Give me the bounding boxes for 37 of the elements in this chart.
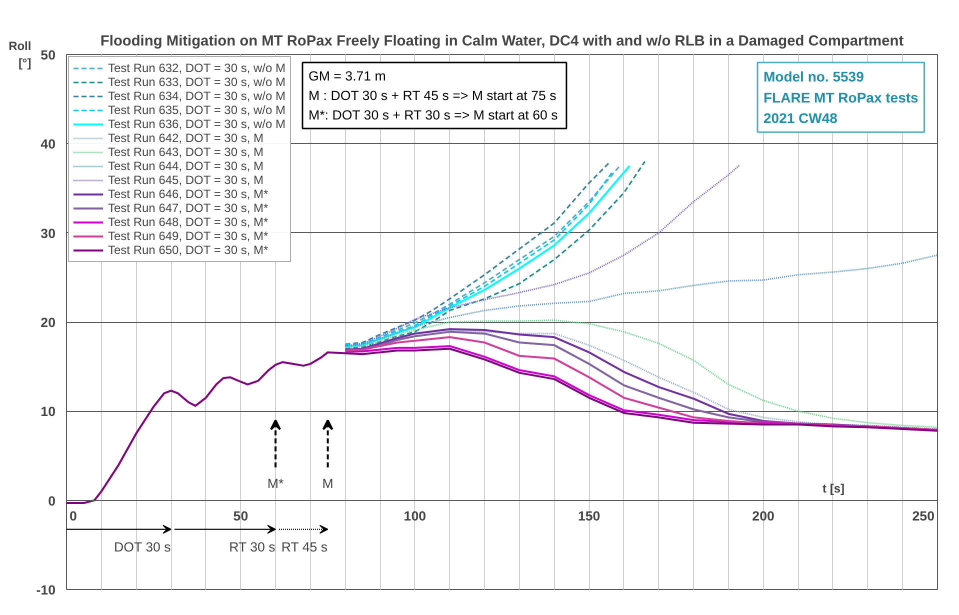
y-tick-label: 40 — [40, 136, 56, 152]
x-tick-label: 0 — [70, 508, 77, 524]
annotation: RT 45 s — [281, 539, 328, 554]
annotation: DOT 30 s — [114, 539, 172, 554]
legend-label: Test Run 645, DOT = 30 s, M — [108, 173, 264, 187]
legend-label: Test Run 634, DOT = 30 s, w/o M — [108, 89, 286, 103]
y-tick-label: 50 — [40, 48, 56, 62]
y-axis-title: Roll [°] — [8, 39, 32, 70]
annotation: Model no. 5539 FLARE MT RoPax tests 2021 CW48 — [764, 68, 919, 126]
y-tick-label: 20 — [40, 315, 56, 330]
annotation: M* — [267, 476, 284, 491]
legend-label: Test Run 646, DOT = 30 s, M* — [108, 187, 268, 201]
legend-label: Test Run 642, DOT = 30 s, M — [108, 131, 264, 145]
x-tick-label: 100 — [404, 508, 426, 524]
chart-title: Flooding Mitigation on MT RoPax Freely Floating in Calm Water, DC4 with and w/o RLB in a Damaged Compartment — [100, 34, 904, 50]
x-tick-label: 50 — [233, 508, 248, 524]
legend-label: Test Run 647, DOT = 30 s, M* — [108, 201, 268, 215]
legend-label: Test Run 644, DOT = 30 s, M — [108, 159, 264, 173]
legend-label: Test Run 632, DOT = 30 s, w/o M — [108, 61, 286, 75]
y-tick-label: 0 — [48, 493, 56, 508]
annotation: M — [322, 476, 334, 491]
legend-label: Test Run 643, DOT = 30 s, M — [108, 145, 264, 159]
y-tick-label: 10 — [40, 404, 56, 420]
legend-label: Test Run 633, DOT = 30 s, w/o M — [108, 75, 286, 89]
y-tick-label: 30 — [40, 226, 56, 241]
annotation: RT 30 s — [229, 539, 276, 554]
legend-label: Test Run 636, DOT = 30 s, w/o M — [108, 117, 286, 131]
x-tick-label: 200 — [752, 508, 774, 524]
annotation: GM = 3.71 m M : DOT 30 s + RT 45 s => M start at 75 s M*: DOT 30 s + RT 30 s => M start at 60 s — [308, 68, 558, 122]
x-tick-label: 250 — [912, 508, 935, 524]
y-tick-label: -10 — [36, 582, 56, 598]
legend-label: Test Run 635, DOT = 30 s, w/o M — [108, 103, 286, 117]
legend-label: Test Run 648, DOT = 30 s, M* — [108, 215, 268, 229]
x-axis-title: t [s] — [822, 481, 844, 496]
legend-label: Test Run 649, DOT = 30 s, M* — [108, 229, 268, 243]
legend-label: Test Run 650, DOT = 30 s, M* — [108, 243, 268, 257]
x-tick-label: 150 — [578, 508, 600, 524]
